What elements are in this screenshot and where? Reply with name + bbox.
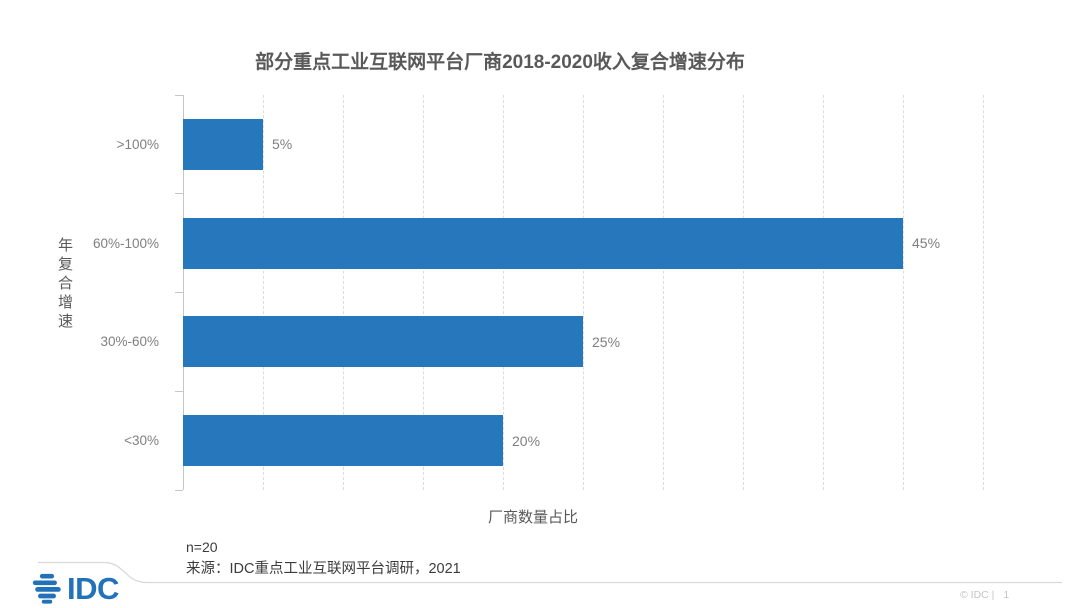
chart-title: 部分重点工业互联网平台厂商2018-2020收入复合增速分布 (255, 52, 745, 73)
gridline (743, 95, 744, 490)
plot-area: 5% 45% 25% 20% (175, 94, 984, 491)
bar (183, 118, 263, 170)
gridline (343, 95, 344, 490)
bar (183, 316, 583, 368)
bar-value-label: 25% (592, 333, 621, 350)
category-label: >100% (116, 136, 159, 152)
bar-value-label: 45% (912, 235, 941, 252)
category-label: <30% (124, 433, 159, 449)
copyright: © IDC | 1 (960, 589, 1009, 601)
source-note: 来源：IDC重点工业互联网平台调研，2021 (186, 561, 461, 577)
y-axis-line (183, 95, 184, 490)
gridline (903, 95, 904, 490)
bar-row: 5% (183, 95, 983, 194)
bar-value-label: 5% (272, 136, 293, 153)
gridline (983, 95, 984, 490)
gridline (663, 95, 664, 490)
idc-logo-text: IDC (67, 570, 119, 606)
axis-tick (175, 292, 183, 293)
copyright-text: © IDC | (960, 589, 995, 601)
gridline (503, 95, 504, 490)
bar-row: 20% (183, 391, 983, 490)
bar-row: 45% (183, 194, 983, 293)
y-axis-title: 年复合增速 (56, 237, 73, 332)
category-label: 30%-60% (100, 334, 159, 350)
x-axis-title: 厂商数量占比 (487, 509, 578, 526)
category-labels: >100% 60%-100% 30%-60% <30% (0, 95, 171, 490)
sample-size-note: n=20 (186, 539, 218, 555)
page-number: 1 (1003, 589, 1010, 601)
gridline (583, 95, 584, 490)
axis-tick (175, 193, 183, 195)
bar-row: 25% (183, 293, 983, 392)
bar (183, 415, 503, 467)
gridline (823, 95, 824, 490)
gridline (423, 95, 424, 490)
bar-rows: 5% 45% 25% 20% (183, 95, 983, 490)
axis-tick (175, 390, 183, 392)
axis-tick (175, 489, 183, 491)
category-label: 60%-100% (92, 235, 159, 251)
idc-logo: IDC (30, 571, 119, 605)
idc-globe-icon (32, 573, 61, 604)
axis-tick (175, 94, 183, 96)
bar-value-label: 20% (512, 432, 541, 449)
gridline (263, 95, 264, 490)
bar (183, 217, 903, 269)
